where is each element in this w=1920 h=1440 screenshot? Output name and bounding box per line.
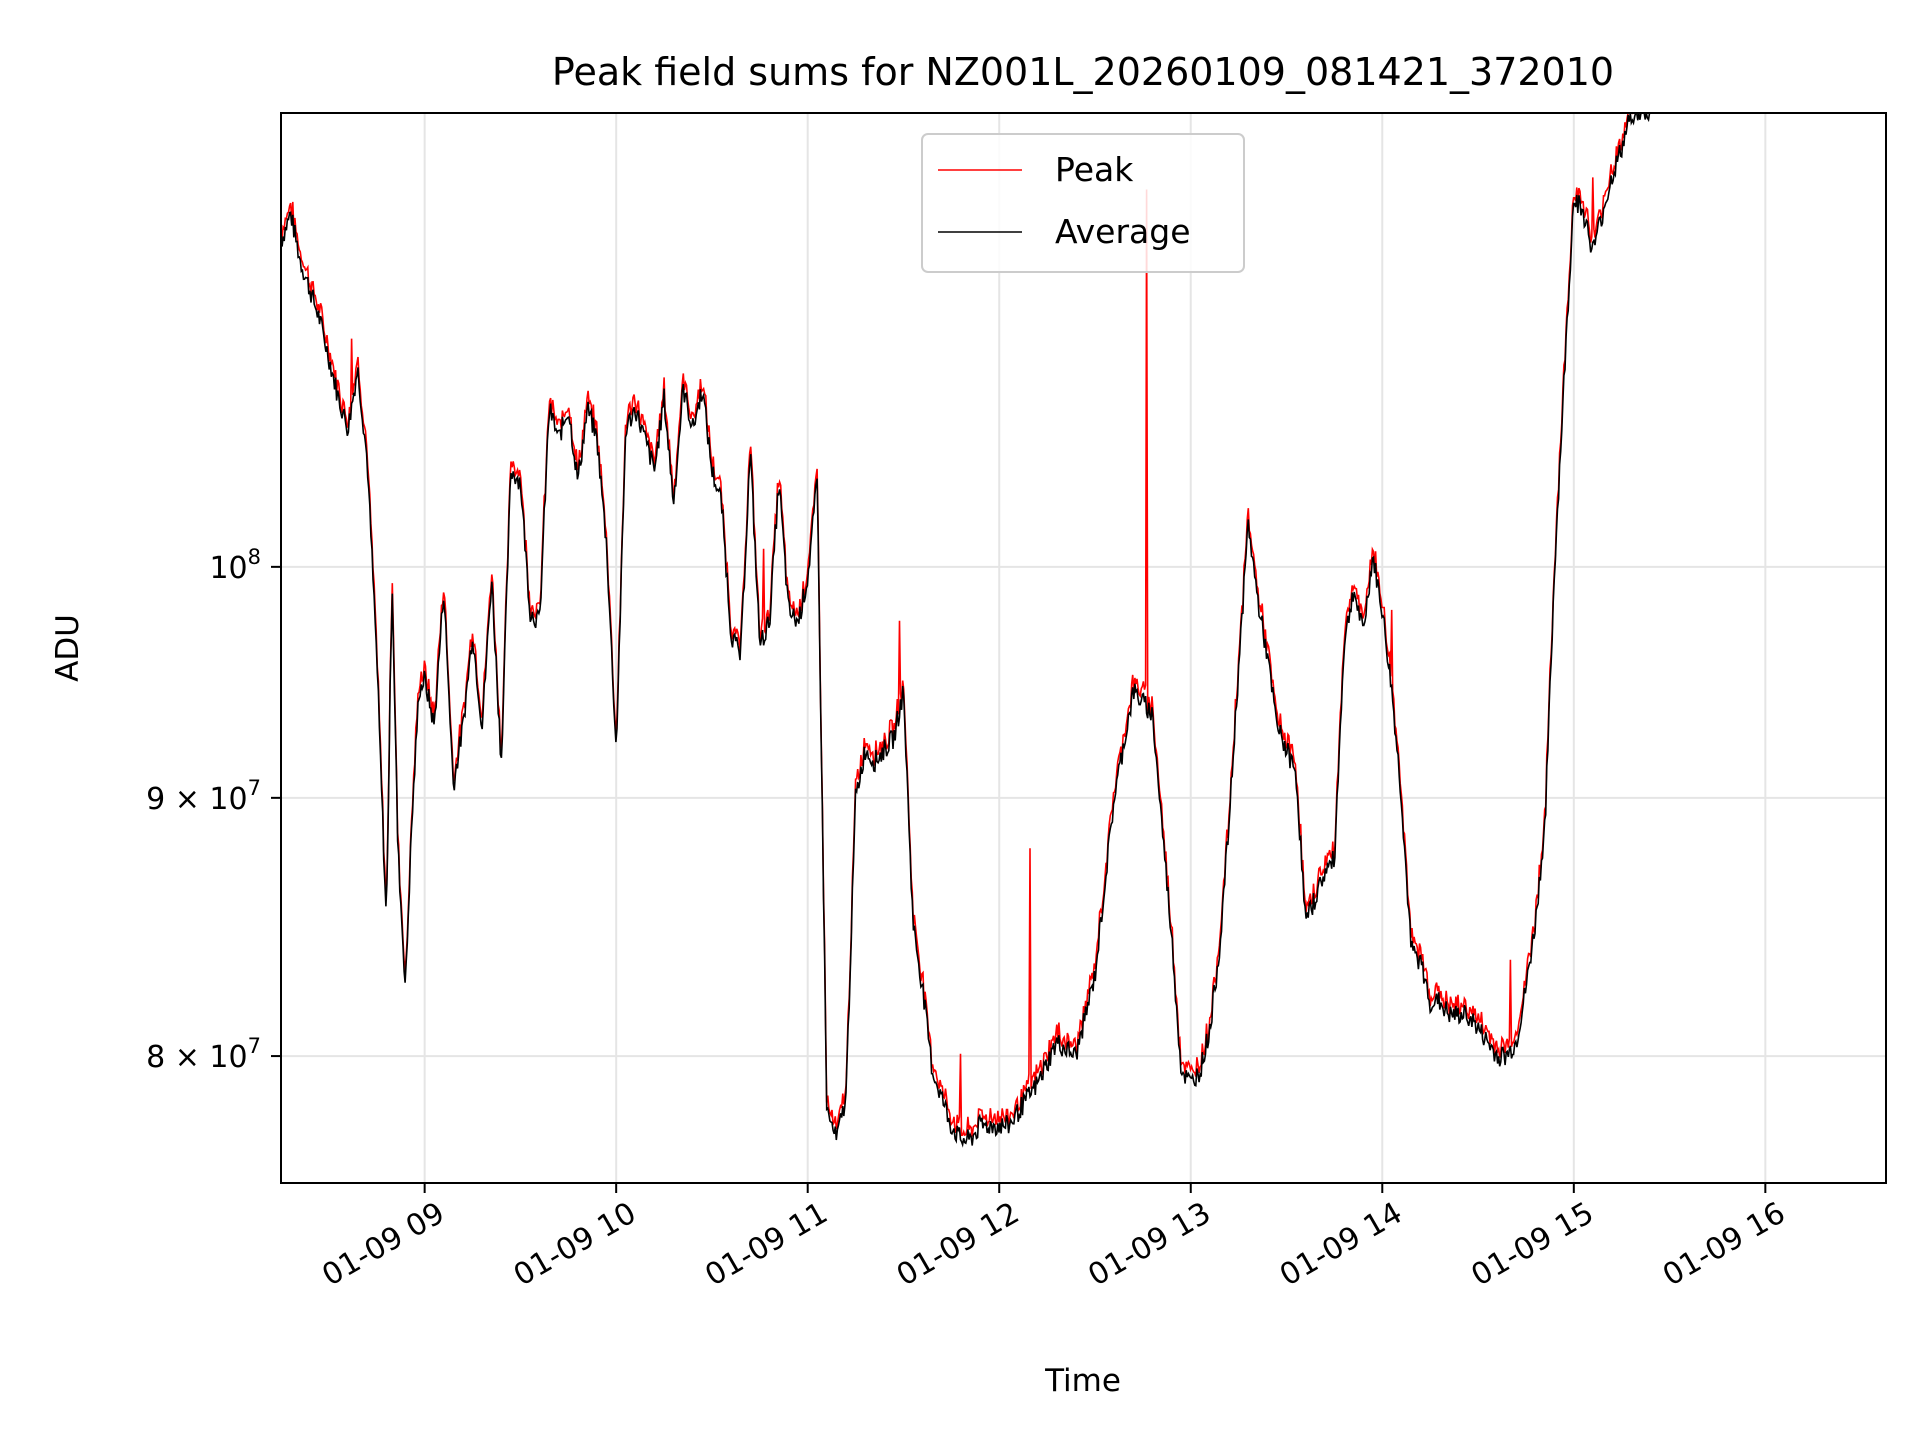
- legend: Peak Average: [921, 133, 1245, 273]
- legend-label-peak: Peak: [1055, 150, 1134, 189]
- x-axis-label: Time: [1044, 1363, 1121, 1399]
- plot-frame: [280, 112, 1887, 1184]
- y-tick-label: 8 × 107: [146, 1034, 261, 1075]
- y-axis-label: ADU: [50, 614, 86, 682]
- legend-box: [921, 133, 1245, 273]
- x-tick-label: 01-09 09: [316, 1196, 450, 1294]
- y-tick-text: 8 × 107: [146, 1034, 261, 1075]
- x-tick-label: 01-09 12: [891, 1196, 1025, 1294]
- x-tick-label: 01-09 16: [1657, 1196, 1791, 1294]
- y-tick-exponent: 7: [248, 776, 261, 800]
- x-tick-label: 01-09 14: [1274, 1196, 1408, 1294]
- y-tick-exponent: 7: [248, 1034, 261, 1058]
- y-tick-text: 108: [209, 545, 261, 586]
- x-tick-label: 01-09 13: [1082, 1196, 1216, 1294]
- y-tick-label: 9 × 107: [146, 776, 261, 817]
- y-tick-text: 9 × 107: [146, 776, 261, 817]
- y-tick-exponent: 8: [248, 545, 261, 569]
- series-line-average: [281, 113, 1651, 1148]
- x-tick-label: 01-09 11: [699, 1196, 833, 1294]
- x-tick-label: 01-09 10: [508, 1196, 642, 1294]
- chart-title: Peak field sums for NZ001L_20260109_0814…: [552, 50, 1614, 94]
- x-tick-label: 01-09 15: [1465, 1196, 1599, 1294]
- series-layer: [281, 113, 1651, 1148]
- grid-layer: [281, 113, 1886, 1183]
- legend-label-average: Average: [1055, 212, 1191, 251]
- y-tick-label: 108: [209, 545, 261, 586]
